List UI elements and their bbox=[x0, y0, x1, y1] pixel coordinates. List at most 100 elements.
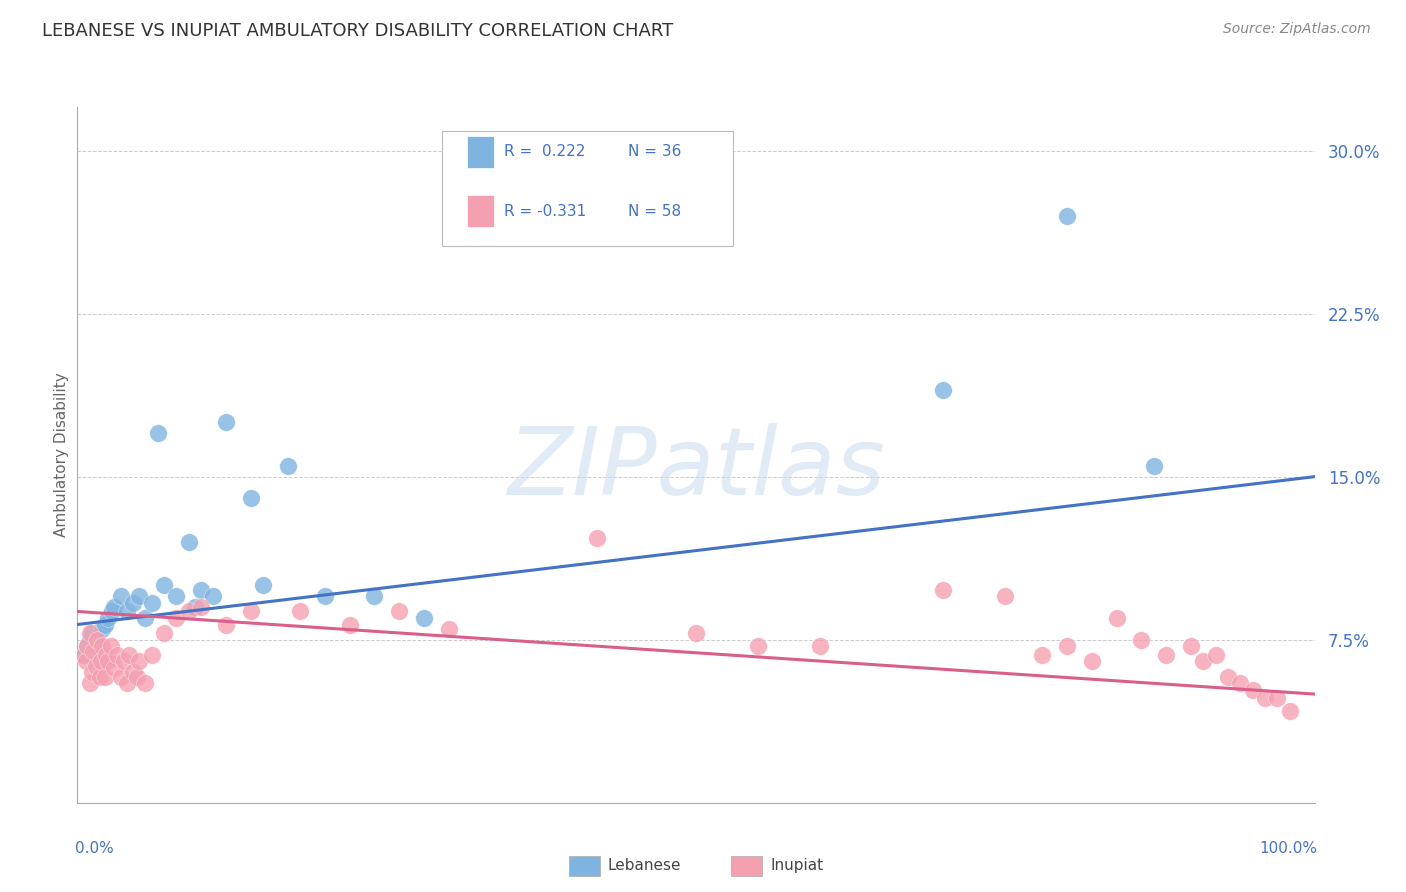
Point bbox=[128, 589, 150, 603]
Text: LEBANESE VS INUPIAT AMBULATORY DISABILITY CORRELATION CHART: LEBANESE VS INUPIAT AMBULATORY DISABILIT… bbox=[42, 22, 673, 40]
Point bbox=[128, 655, 150, 669]
Text: ZIPatlas: ZIPatlas bbox=[508, 424, 884, 515]
Point bbox=[115, 605, 138, 619]
Point bbox=[239, 491, 262, 506]
Point bbox=[125, 670, 148, 684]
Point bbox=[82, 626, 104, 640]
Point bbox=[412, 611, 434, 625]
Point bbox=[134, 611, 156, 625]
Point bbox=[79, 676, 101, 690]
Point bbox=[146, 426, 169, 441]
Point bbox=[1143, 458, 1166, 473]
Point bbox=[89, 670, 111, 684]
Point bbox=[110, 589, 132, 603]
Point bbox=[165, 611, 187, 625]
Point bbox=[190, 600, 212, 615]
Point bbox=[105, 648, 128, 662]
Point bbox=[72, 648, 94, 662]
Point bbox=[1241, 682, 1264, 697]
Point bbox=[86, 631, 108, 645]
Point bbox=[1278, 705, 1301, 719]
Point bbox=[184, 600, 207, 615]
Text: R =  0.222: R = 0.222 bbox=[505, 145, 585, 160]
Point bbox=[90, 655, 112, 669]
Point bbox=[1180, 639, 1202, 653]
Text: N = 58: N = 58 bbox=[628, 203, 681, 219]
Point bbox=[215, 617, 238, 632]
Text: 0.0%: 0.0% bbox=[75, 841, 114, 856]
Point bbox=[103, 600, 125, 615]
Point bbox=[110, 670, 132, 684]
Point bbox=[79, 632, 101, 647]
Point bbox=[685, 626, 707, 640]
Point bbox=[89, 655, 111, 669]
Point bbox=[91, 639, 114, 653]
Text: N = 36: N = 36 bbox=[628, 145, 682, 160]
Point bbox=[122, 665, 145, 680]
Point bbox=[86, 632, 108, 647]
Bar bbox=[467, 195, 495, 227]
Point bbox=[82, 665, 104, 680]
Point bbox=[97, 655, 120, 669]
Point bbox=[94, 648, 117, 662]
Point bbox=[252, 578, 274, 592]
Point bbox=[388, 605, 411, 619]
Point bbox=[165, 589, 187, 603]
Point bbox=[93, 617, 115, 632]
Bar bbox=[467, 136, 495, 168]
Point bbox=[118, 648, 141, 662]
Point bbox=[586, 531, 609, 545]
Point bbox=[1105, 611, 1128, 625]
Point bbox=[1216, 670, 1239, 684]
Point bbox=[239, 605, 262, 619]
Text: 100.0%: 100.0% bbox=[1260, 841, 1317, 856]
Point bbox=[141, 596, 163, 610]
Point bbox=[72, 648, 94, 662]
Point bbox=[82, 643, 104, 657]
Point bbox=[84, 658, 107, 673]
Text: Lebanese: Lebanese bbox=[607, 858, 681, 872]
Point bbox=[277, 458, 299, 473]
Point bbox=[1205, 648, 1227, 662]
Point bbox=[932, 582, 955, 597]
Point bbox=[190, 582, 212, 597]
Point bbox=[79, 626, 101, 640]
Point bbox=[153, 578, 176, 592]
Point bbox=[103, 661, 125, 675]
Point bbox=[76, 639, 98, 653]
Point bbox=[100, 639, 122, 653]
Point bbox=[1254, 691, 1277, 706]
Point bbox=[101, 605, 124, 619]
Point bbox=[1154, 648, 1177, 662]
Point bbox=[84, 637, 107, 651]
Point bbox=[288, 605, 311, 619]
Point bbox=[141, 648, 163, 662]
Point bbox=[93, 670, 115, 684]
Point bbox=[747, 639, 769, 653]
Point bbox=[1192, 655, 1215, 669]
Point bbox=[314, 589, 336, 603]
Text: Source: ZipAtlas.com: Source: ZipAtlas.com bbox=[1223, 22, 1371, 37]
Point bbox=[994, 589, 1017, 603]
FancyBboxPatch shape bbox=[443, 131, 733, 246]
Point bbox=[215, 415, 238, 429]
Point bbox=[1081, 655, 1104, 669]
Y-axis label: Ambulatory Disability: Ambulatory Disability bbox=[53, 373, 69, 537]
Point bbox=[153, 626, 176, 640]
Text: Inupiat: Inupiat bbox=[770, 858, 824, 872]
Point bbox=[112, 655, 135, 669]
Point bbox=[122, 596, 145, 610]
Point bbox=[115, 676, 138, 690]
Point bbox=[91, 622, 114, 636]
Point bbox=[437, 622, 460, 636]
Point bbox=[808, 639, 831, 653]
Point bbox=[97, 611, 120, 625]
Point bbox=[76, 639, 98, 653]
Point bbox=[202, 589, 225, 603]
Point bbox=[1056, 209, 1078, 223]
Point bbox=[134, 676, 156, 690]
Point bbox=[177, 605, 200, 619]
Point bbox=[1056, 639, 1078, 653]
Point bbox=[1267, 691, 1289, 706]
Point bbox=[363, 589, 385, 603]
